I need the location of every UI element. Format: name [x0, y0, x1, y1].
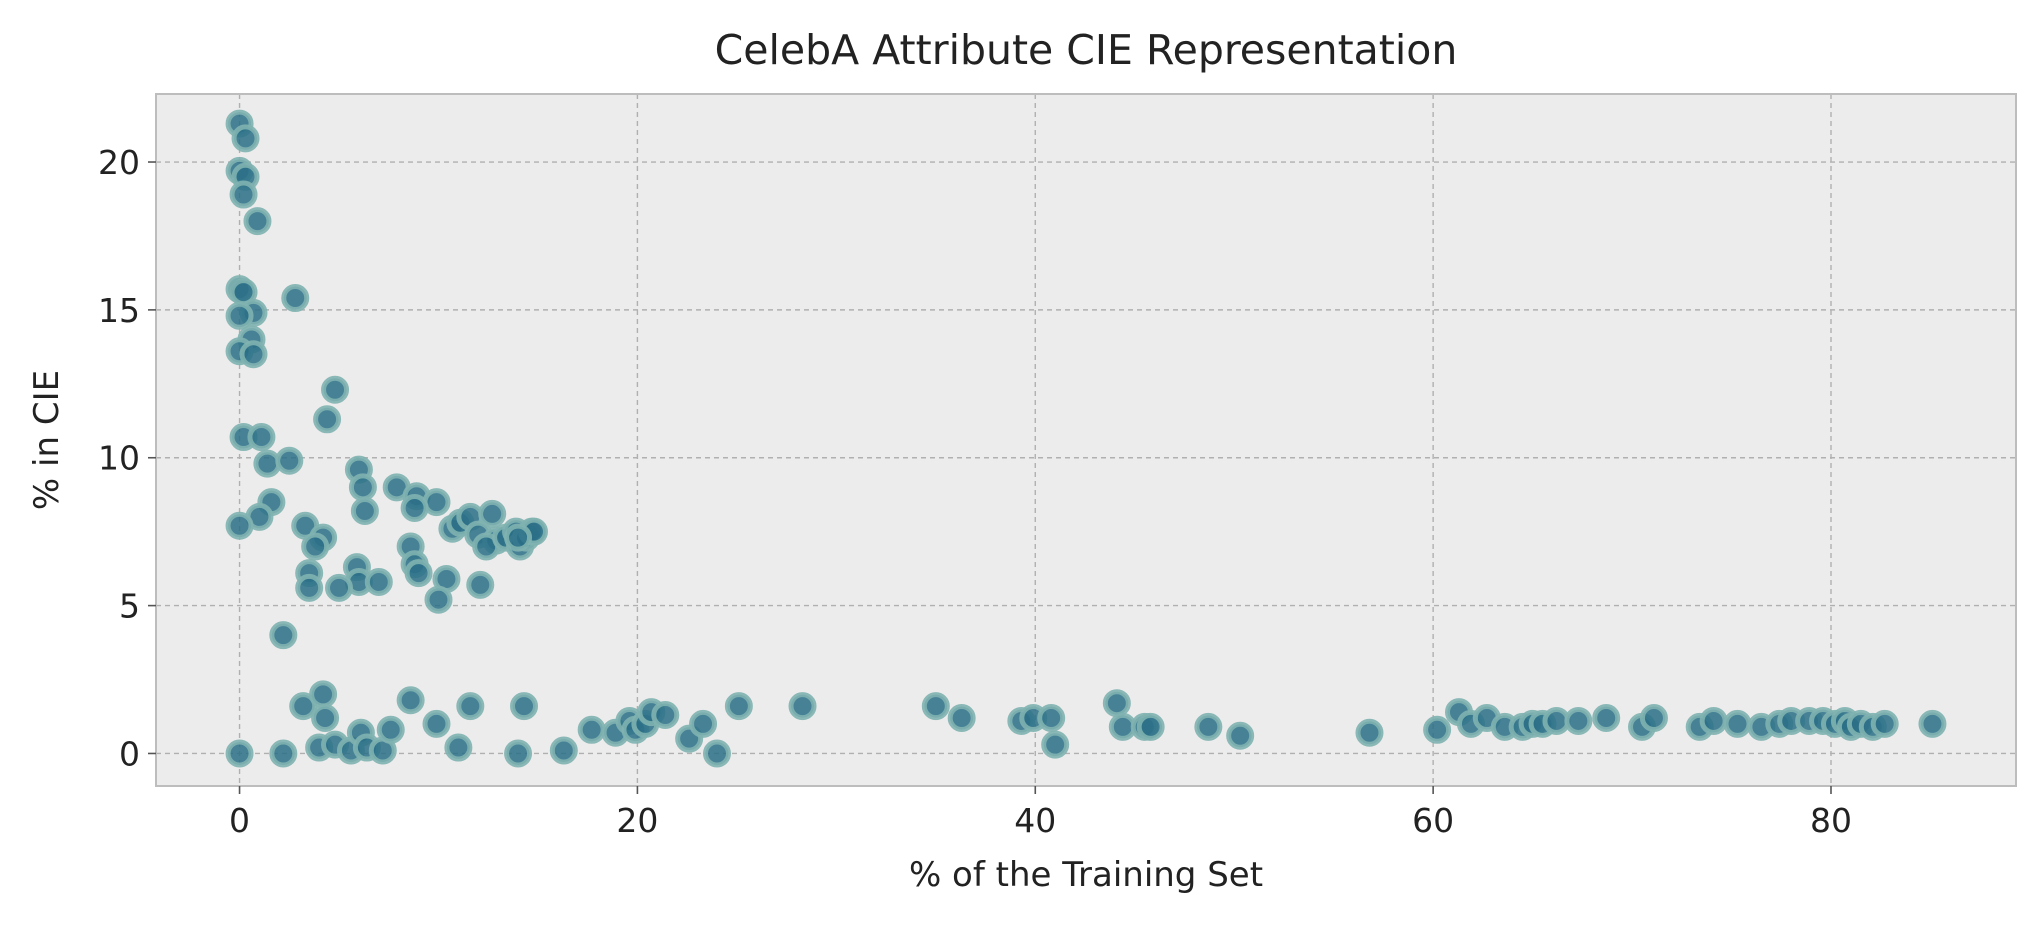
data-point — [456, 692, 485, 721]
data-point — [295, 573, 324, 602]
data-point — [1870, 709, 1899, 738]
data-point — [422, 709, 451, 738]
y-tick-label: 5 — [119, 587, 140, 626]
data-point — [400, 494, 429, 523]
data-point — [281, 284, 310, 313]
plot-area — [156, 94, 2016, 786]
data-point — [466, 570, 495, 599]
data-point — [225, 739, 254, 768]
data-point — [269, 621, 298, 650]
data-point — [396, 686, 425, 715]
data-point — [1041, 730, 1070, 759]
data-point — [504, 739, 533, 768]
data-point — [348, 473, 377, 502]
data-point — [350, 496, 379, 525]
data-point — [510, 692, 539, 721]
data-point — [1102, 689, 1131, 718]
data-point — [376, 715, 405, 744]
data-point — [1194, 712, 1223, 741]
x-tick-label: 80 — [1810, 801, 1852, 840]
data-point — [424, 585, 453, 614]
data-point — [229, 180, 258, 209]
x-tick-label: 40 — [1014, 801, 1056, 840]
data-point — [1423, 715, 1452, 744]
data-point — [1639, 703, 1668, 732]
data-point — [253, 449, 282, 478]
x-tick-label: 0 — [229, 801, 250, 840]
data-point — [325, 573, 354, 602]
data-point — [1136, 712, 1165, 741]
data-point — [1723, 709, 1752, 738]
data-point — [444, 733, 473, 762]
data-point — [549, 736, 578, 765]
x-tick-label: 60 — [1412, 801, 1454, 840]
data-point — [947, 703, 976, 732]
y-axis-label: % in CIE — [27, 370, 67, 510]
data-point — [247, 423, 276, 452]
data-point — [788, 692, 817, 721]
plot-frame — [155, 93, 2017, 787]
data-point — [243, 207, 272, 236]
y-tick-label: 0 — [119, 734, 140, 773]
chart-title: CelebA Attribute CIE Representation — [715, 26, 1458, 74]
data-point — [478, 499, 507, 528]
data-point — [1226, 721, 1255, 750]
data-point — [1592, 703, 1621, 732]
data-point — [921, 692, 950, 721]
data-point — [724, 692, 753, 721]
data-point — [289, 692, 318, 721]
data-point — [225, 301, 254, 330]
axis-ticks: 0 20 40 60 80 0 5 10 15 20 — [98, 143, 1852, 840]
data-point — [651, 701, 680, 730]
data-point — [301, 532, 330, 561]
data-point — [1564, 706, 1593, 735]
data-point — [1037, 703, 1066, 732]
data-point — [404, 559, 433, 588]
data-point — [225, 511, 254, 540]
data-point — [311, 703, 340, 732]
data-point — [313, 405, 342, 434]
data-point — [577, 715, 606, 744]
data-points — [225, 109, 1947, 768]
data-point — [1355, 718, 1384, 747]
data-point — [231, 124, 260, 153]
x-axis-label: % of the Training Set — [909, 855, 1263, 895]
data-point — [275, 446, 304, 475]
data-point — [689, 709, 718, 738]
data-point — [504, 523, 533, 552]
y-tick-label: 10 — [98, 439, 140, 478]
data-point — [1918, 709, 1947, 738]
x-tick-label: 20 — [616, 801, 658, 840]
data-point — [364, 567, 393, 596]
data-point — [239, 340, 268, 369]
data-point — [309, 680, 338, 709]
data-point — [702, 739, 731, 768]
y-tick-label: 20 — [98, 143, 140, 182]
data-point — [1699, 706, 1728, 735]
y-tick-label: 15 — [98, 291, 140, 330]
data-point — [269, 739, 298, 768]
data-point — [321, 375, 350, 404]
